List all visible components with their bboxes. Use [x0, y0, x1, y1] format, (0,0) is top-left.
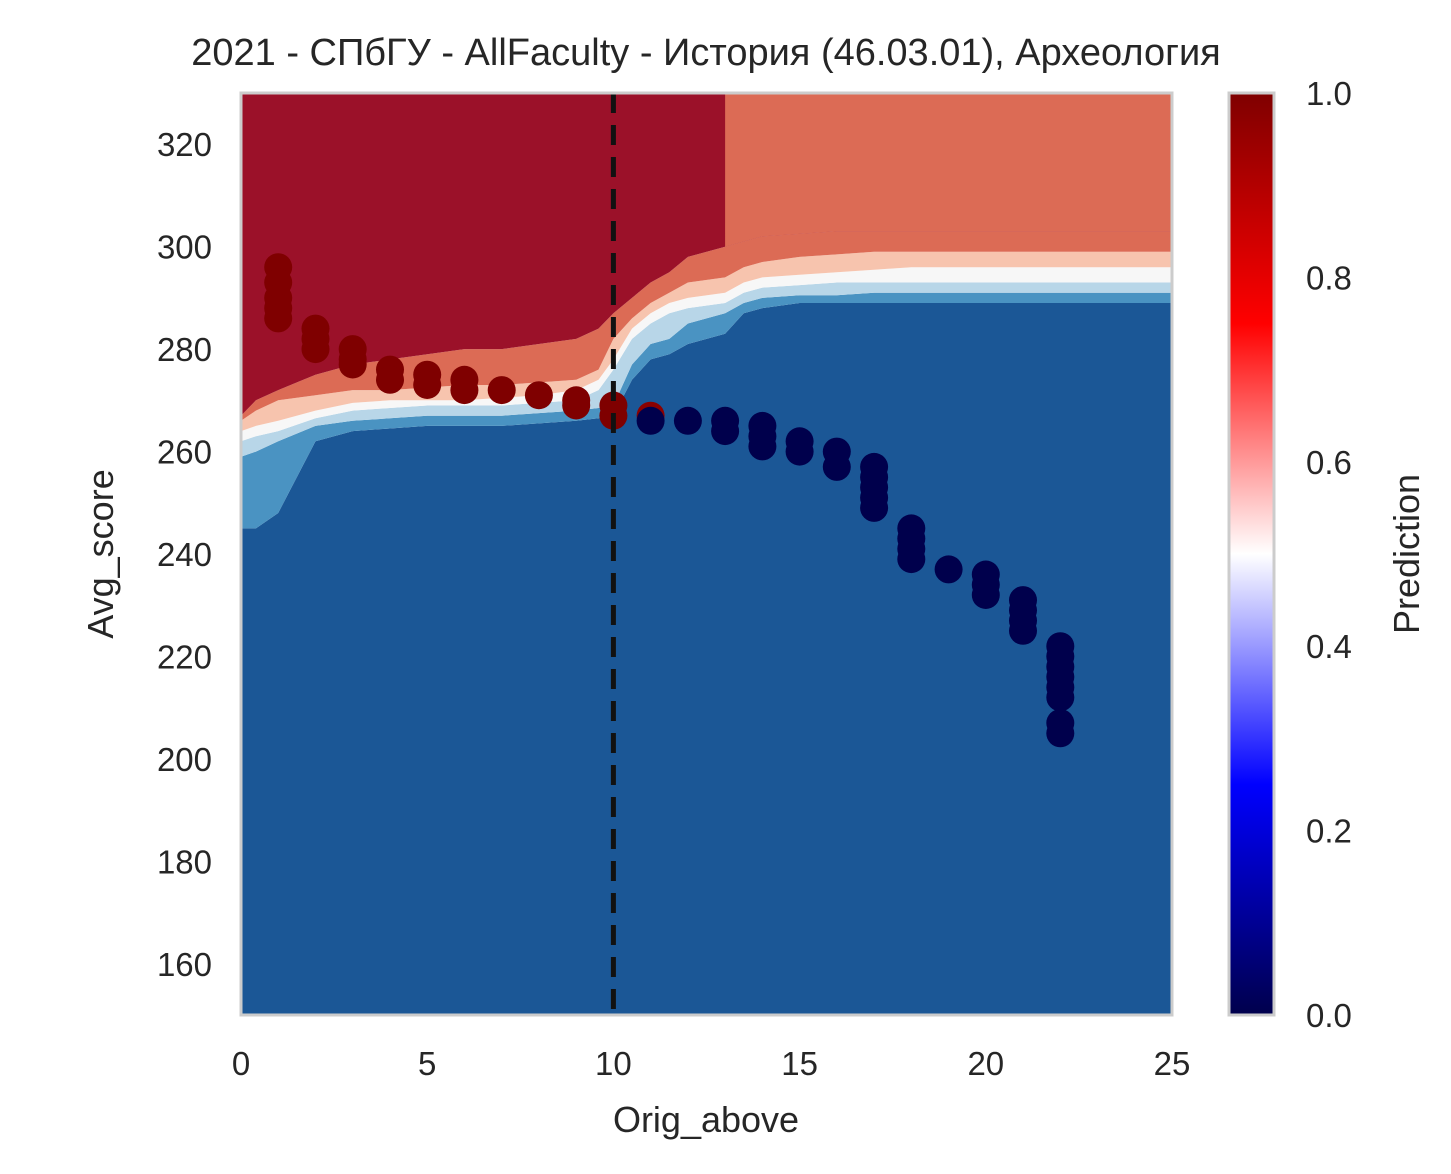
y-tick-label: 300 [157, 229, 212, 266]
x-tick-label: 0 [232, 1045, 250, 1082]
data-point [1046, 719, 1075, 748]
plot-area [241, 93, 1172, 1015]
y-tick-label: 180 [157, 843, 212, 880]
x-axis: 0 5 10 15 20 25 [232, 1045, 1191, 1082]
y-tick-label: 320 [157, 126, 212, 163]
scatter-points [264, 253, 1075, 748]
y-tick-label: 200 [157, 741, 212, 778]
contour-band-level-0.5 [241, 267, 1172, 442]
colorbar-tick-label: 1.0 [1306, 75, 1352, 112]
chart-title: 2021 - СПбГУ - AllFaculty - История (46.… [191, 32, 1221, 74]
y-axis: 160 180 200 220 240 260 280 300 320 [157, 126, 212, 983]
data-point [971, 581, 1000, 609]
data-point [413, 371, 442, 399]
x-tick-label: 15 [781, 1045, 818, 1082]
colorbar-tick-label: 0.8 [1306, 259, 1352, 296]
data-point [897, 545, 926, 574]
y-tick-label: 280 [157, 331, 212, 368]
x-tick-label: 25 [1154, 1045, 1191, 1082]
data-point [748, 432, 777, 461]
colorbar-tick-label: 0.6 [1306, 444, 1352, 481]
y-tick-label: 240 [157, 536, 212, 573]
contour-band-level-0.3 [241, 282, 1172, 457]
data-point [860, 493, 889, 522]
data-point [264, 304, 293, 333]
y-tick-label: 160 [157, 946, 212, 983]
data-point [785, 437, 814, 466]
data-point [338, 350, 367, 379]
data-point [562, 391, 591, 420]
data-point [711, 417, 740, 446]
data-point [1046, 683, 1075, 712]
x-tick-label: 5 [418, 1045, 436, 1082]
x-tick-label: 20 [967, 1045, 1004, 1082]
data-point [524, 381, 553, 410]
data-point [487, 376, 516, 405]
data-point [822, 452, 851, 481]
y-tick-label: 260 [157, 434, 212, 471]
colorbar-label: Prediction [1386, 474, 1427, 634]
colorbar-tick-label: 0.4 [1306, 628, 1352, 665]
prediction-contours [241, 93, 1172, 1015]
data-point [636, 406, 665, 435]
data-point [376, 365, 404, 394]
contour-band-upper-right [725, 93, 1172, 247]
colorbar: 0.0 0.2 0.4 0.6 0.8 1.0 Prediction [1227, 75, 1427, 1034]
data-point [450, 376, 479, 405]
data-point [1009, 616, 1037, 645]
data-point [934, 555, 963, 584]
colorbar-tick-label: 0.2 [1306, 813, 1352, 850]
plot-frame [239, 91, 1174, 1017]
x-axis-label: Orig_above [613, 1099, 799, 1140]
colorbar-gradient [1227, 91, 1276, 1017]
data-point [673, 406, 702, 435]
y-axis-label: Avg_score [80, 469, 121, 638]
contour-band-level-0.1 [241, 303, 1172, 1015]
colorbar-ticks: 0.0 0.2 0.4 0.6 0.8 1.0 [1306, 75, 1352, 1034]
x-tick-label: 10 [595, 1045, 632, 1082]
data-point [301, 335, 330, 364]
y-tick-label: 220 [157, 638, 212, 675]
colorbar-tick-label: 0.0 [1306, 997, 1352, 1034]
